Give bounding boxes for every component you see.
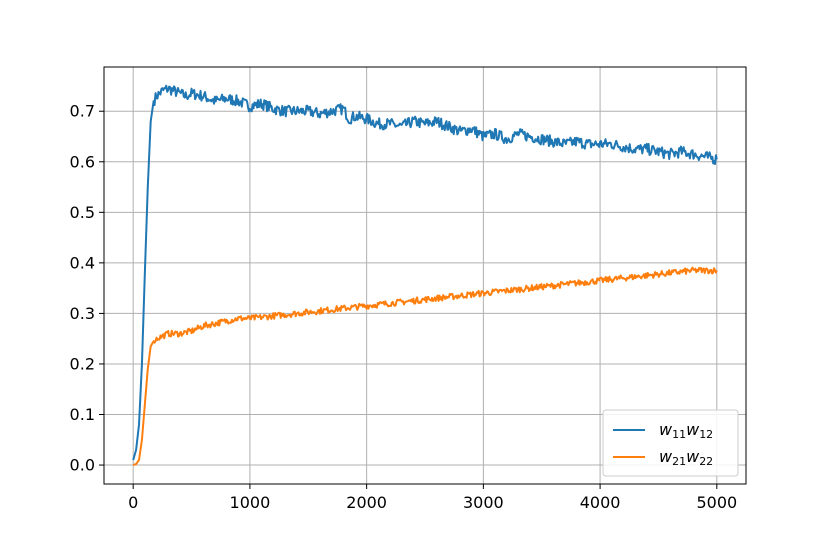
legend-subscript: 21 [672,455,686,468]
series-line-w11w12 [132,84,718,461]
series-layer [132,84,718,466]
y-tick-label: 0.0 [70,456,95,475]
y-tick-label: 0.5 [70,203,95,222]
series-line-w21w22 [132,266,718,466]
legend-symbol: w [686,447,700,466]
legend-label: w11w12 [659,420,713,441]
plot-frame [103,66,747,485]
y-tick-label: 0.4 [70,253,95,272]
y-tick-label: 0.1 [70,405,95,424]
legend-symbol: w [659,447,673,466]
y-tick-label: 0.3 [70,304,95,323]
legend-box [602,409,739,477]
legend-subscript: 11 [672,428,686,441]
y-tick-label: 0.2 [70,354,95,373]
legend-symbol: w [686,420,700,439]
legend-subscript: 22 [699,455,713,468]
legend-symbol: w [659,420,673,439]
x-tick-label: 2000 [346,493,387,512]
x-tick-label: 4000 [580,493,621,512]
x-tick-label: 0 [128,493,138,512]
legend-subscript: 12 [699,428,713,441]
x-tick-label: 5000 [696,493,737,512]
legend-label: w21w22 [659,447,713,468]
grid-layer [104,67,746,484]
y-tick-label: 0.7 [70,102,95,121]
ticks-layer: 0 1000 2000 3000 4000 5000 0.0 0.1 0.2 0.3 0.4 0.5 0… [70,102,738,512]
x-tick-label: 1000 [230,493,271,512]
x-tick-label: 3000 [463,493,504,512]
y-tick-label: 0.6 [70,152,95,171]
